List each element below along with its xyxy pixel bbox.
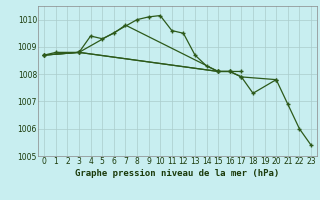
X-axis label: Graphe pression niveau de la mer (hPa): Graphe pression niveau de la mer (hPa) — [76, 169, 280, 178]
